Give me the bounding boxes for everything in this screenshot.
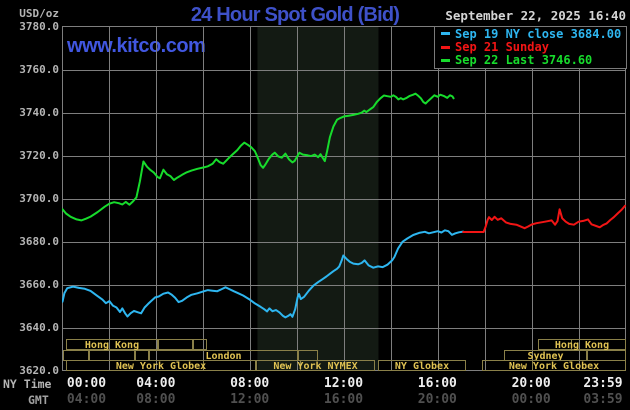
legend-item-sep19: Sep 19 NY close 3684.00 bbox=[435, 26, 626, 41]
session-label: London bbox=[205, 351, 241, 362]
x-axis-tick: 03:59 bbox=[583, 392, 623, 407]
nymex-session-shading bbox=[257, 27, 379, 370]
x-axis-tick: 08:00 bbox=[230, 376, 270, 391]
session-box bbox=[66, 360, 256, 371]
y-axis-tick: 3660.0 bbox=[19, 277, 59, 291]
session-label: Hong Kong bbox=[555, 340, 609, 351]
price-line-2 bbox=[62, 92, 455, 222]
session-box bbox=[66, 339, 158, 350]
sep22-line-swatch-icon bbox=[441, 58, 450, 62]
session-box bbox=[538, 339, 626, 350]
y-axis-tick: 3760.0 bbox=[19, 62, 59, 76]
x-axis-tick: 08:00 bbox=[136, 392, 176, 407]
x-axis-tick: 16:00 bbox=[323, 392, 364, 407]
ny-time-axis-label: NY Time bbox=[3, 377, 52, 391]
price-line-0 bbox=[62, 229, 465, 319]
x-axis-tick: 16:00 bbox=[417, 376, 457, 391]
legend-item-label: Sep 22 Last 3746.60 bbox=[455, 53, 593, 68]
x-axis-tick: 20:00 bbox=[417, 392, 457, 407]
y-axis-tick: 3620.0 bbox=[19, 363, 59, 377]
session-box bbox=[158, 339, 193, 350]
sep19-line-swatch-icon bbox=[441, 32, 450, 36]
session-box bbox=[193, 339, 207, 350]
grid-lines bbox=[62, 26, 626, 371]
session-label: New York NYMEX bbox=[273, 361, 357, 371]
y-axis-unit-label: USD/oz bbox=[19, 7, 59, 20]
legend-item-label: Sep 19 NY close 3684.00 bbox=[455, 26, 622, 41]
session-box bbox=[482, 360, 626, 371]
chart-title: 24 Hour Spot Gold (Bid) bbox=[190, 4, 400, 26]
session-box bbox=[89, 350, 135, 361]
x-axis-tick: 04:00 bbox=[136, 376, 176, 391]
y-axis-tick: 3740.0 bbox=[19, 105, 59, 119]
x-axis-tick: 20:00 bbox=[511, 376, 551, 391]
session-label: Sydney bbox=[527, 351, 563, 362]
sep21-line-swatch-icon bbox=[441, 45, 450, 49]
session-label: Hong Kong bbox=[85, 340, 139, 351]
gmt-axis-label: GMT bbox=[28, 392, 49, 407]
session-box bbox=[256, 360, 375, 371]
y-axis-tick: 3720.0 bbox=[19, 148, 59, 162]
kitco-watermark-link[interactable]: www.kitco.com bbox=[67, 35, 206, 57]
price-line-1 bbox=[462, 204, 626, 233]
session-box bbox=[587, 350, 626, 361]
legend-item-sep21: Sep 21 Sunday bbox=[435, 40, 626, 55]
x-axis-tick: 00:00 bbox=[66, 376, 107, 391]
session-label: New York Globex bbox=[116, 361, 206, 371]
y-axis-tick: 3640.0 bbox=[19, 320, 59, 334]
x-axis-tick: 12:00 bbox=[230, 392, 270, 407]
x-axis-tick: 12:00 bbox=[323, 376, 364, 391]
x-axis-tick: 04:00 bbox=[66, 392, 107, 407]
legend-box: Sep 19 NY close 3684.00 Sep 21 Sunday Se… bbox=[434, 26, 627, 69]
session-label: NY Globex bbox=[395, 361, 449, 371]
session-label: New York Globex bbox=[509, 361, 599, 371]
y-axis-tick: 3680.0 bbox=[19, 234, 59, 248]
x-axis-tick: 23:59 bbox=[583, 376, 623, 391]
y-axis-tick: 3780.0 bbox=[19, 19, 59, 33]
session-box bbox=[378, 360, 466, 371]
session-box bbox=[63, 350, 89, 361]
legend-item-sep22: Sep 22 Last 3746.60 bbox=[435, 53, 626, 68]
legend-item-label: Sep 21 Sunday bbox=[455, 40, 549, 55]
y-axis-tick: 3700.0 bbox=[19, 191, 59, 205]
session-box bbox=[135, 350, 149, 361]
datetime-label: September 22, 2025 16:40 bbox=[445, 8, 626, 23]
x-axis-tick: 00:00 bbox=[511, 392, 551, 407]
